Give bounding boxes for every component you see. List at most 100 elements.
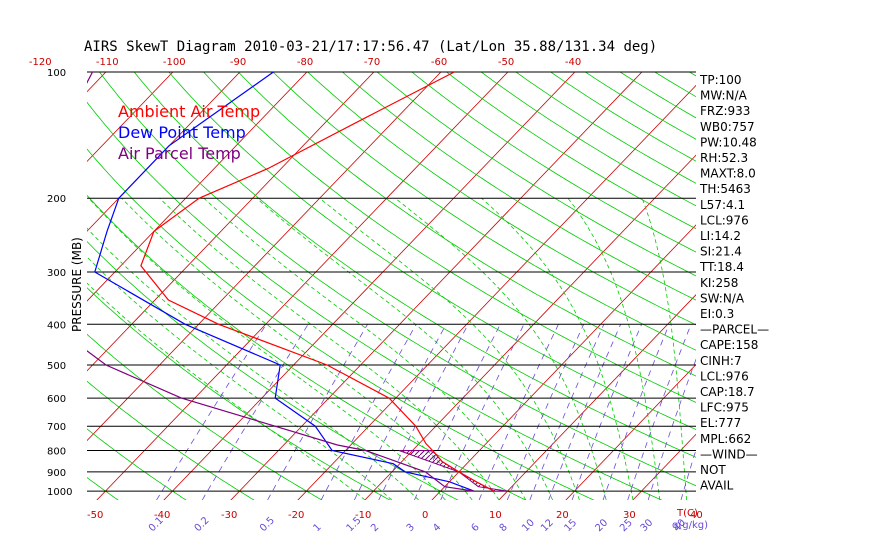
bottom-temperature-tick: 0 — [422, 510, 428, 521]
moist-adiabat-line — [481, 197, 634, 500]
dry-adiabat-line — [87, 477, 119, 500]
air-parcel-temp-line — [87, 72, 475, 492]
dry-adiabat-line — [168, 72, 696, 431]
dry-adiabat-line — [0, 63, 52, 502]
dry-adiabat-line — [341, 72, 696, 301]
isotherm-line — [498, 294, 696, 500]
mixing-ratio-line — [440, 324, 525, 500]
moist-adiabat-line — [159, 197, 500, 500]
moist-adiabat-line — [567, 197, 661, 500]
dry-adiabat-line — [376, 72, 696, 277]
moist-adiabat-line — [87, 227, 419, 500]
isotherm-line — [565, 363, 696, 500]
index-entry: L57:4.1 — [700, 198, 745, 212]
index-entry: CAPE:158 — [700, 338, 758, 352]
isotherm-line — [87, 72, 241, 232]
top-temperature-tick: -90 — [230, 57, 246, 68]
bottom-temperature-tick: 10 — [489, 510, 502, 521]
index-entry: LI:14.2 — [700, 229, 741, 243]
dry-adiabat-line — [237, 72, 696, 377]
bottom-temperature-tick: -50 — [87, 510, 103, 521]
pressure-tick-label: 200 — [47, 194, 66, 205]
mixing-ratio-line — [602, 324, 670, 500]
mixing-ratio-tick: 2 — [369, 522, 381, 534]
moist-adiabat-line — [121, 197, 473, 500]
mixing-ratio-tick: 6 — [469, 522, 481, 534]
isotherm-line — [96, 72, 509, 500]
dry-adiabat-line — [515, 72, 696, 184]
mixing-ratio-tick: 0.5 — [258, 515, 277, 534]
bottom-temperature-tick: -40 — [154, 510, 170, 521]
index-entry: LCL:976 — [700, 213, 749, 227]
mixing-ratio-tick: 10 — [520, 517, 537, 534]
chart-title: AIRS SkewT Diagram 2010-03-21/17:17:56.4… — [84, 39, 657, 55]
top-temperature-tick: -80 — [297, 57, 313, 68]
moist-adiabat-line — [87, 282, 366, 500]
pressure-tick-label: 700 — [47, 422, 66, 433]
index-entry: —WIND— — [700, 447, 758, 461]
legend-dew-point-temp: Dew Point Temp — [118, 123, 246, 142]
index-entry: MPL:662 — [700, 432, 751, 446]
cape-hatch-area — [398, 450, 508, 492]
dry-adiabat-line — [411, 72, 696, 253]
mixing-ratio-tick: 1 — [311, 522, 323, 534]
index-entry: RH:52.3 — [700, 151, 748, 165]
pressure-labels: 100 200 300 400 500 600 700 800 900 1000 — [47, 68, 72, 498]
mixing-ratio-line — [378, 324, 469, 500]
pressure-tick-label: 300 — [47, 268, 66, 279]
dry-adiabat-line — [203, 72, 696, 403]
isotherm-line — [832, 63, 870, 502]
mixing-ratio-line — [506, 324, 585, 500]
mixing-ratio-line — [478, 324, 559, 500]
bottom-temperature-tick: -10 — [355, 510, 371, 521]
dry-adiabat-line — [480, 72, 696, 207]
pressure-tick-label: 100 — [47, 68, 66, 79]
top-temperature-labels: -120 -110 -100 -90 -80 -70 -60 -50 -40 — [29, 57, 581, 68]
index-entry: MW:N/A — [700, 89, 748, 103]
legend-air-parcel-temp: Air Parcel Temp — [118, 144, 241, 163]
isotherm-line — [163, 72, 576, 500]
legend: Ambient Air Temp Dew Point Temp Air Parc… — [118, 102, 260, 163]
isotherm-line — [0, 63, 48, 502]
mixing-ratio-line — [647, 358, 696, 500]
mixing-ratio-line — [414, 324, 501, 500]
y-axis-label: PRESSURE (MB) — [70, 237, 84, 332]
mixing-ratio-tick: 3 — [405, 522, 417, 534]
dry-adiabat-line — [272, 72, 696, 351]
ambient-air-temp-line — [140, 72, 495, 492]
pressure-tick-label: 400 — [47, 320, 66, 331]
index-entry: CAP:18.7 — [700, 385, 755, 399]
pressure-tick-label: 600 — [47, 394, 66, 405]
isotherm-line — [765, 63, 870, 502]
mixing-ratio-line — [267, 324, 368, 500]
index-entry: EI:0.3 — [700, 307, 734, 321]
pressure-tick-label: 1000 — [47, 487, 72, 498]
bottom-temperature-labels: -50 -40 -30 -20 -10 0 10 20 30 40 — [87, 510, 703, 521]
index-entry: KI:258 — [700, 276, 738, 290]
mixing-ratio-tick: 20 — [593, 517, 610, 534]
index-entry: FRZ:933 — [700, 104, 750, 118]
top-temperature-tick: -110 — [96, 57, 119, 68]
pressure-tick-label: 800 — [47, 447, 66, 458]
bottom-temperature-tick: -30 — [221, 510, 237, 521]
isotherm-line — [87, 72, 107, 93]
mixing-ratio-line — [548, 324, 621, 500]
index-entry: AVAIL — [700, 479, 734, 493]
top-temperature-tick: -100 — [163, 57, 186, 68]
dew-point-temp-line — [94, 72, 475, 492]
dry-adiabat-line — [445, 72, 696, 230]
pressure-tick-label: 900 — [47, 468, 66, 479]
mixing-ratio-line — [627, 324, 692, 500]
index-entry: MAXT:8.0 — [700, 167, 756, 181]
mixing-unit-label: q(g/kg) — [672, 520, 708, 531]
dry-adiabat-line — [654, 72, 696, 98]
index-entry: TP:100 — [699, 73, 742, 87]
mixing-ratio-tick: 30 — [639, 517, 656, 534]
index-entry: TT:18.4 — [699, 260, 744, 274]
mixing-ratio-tick: 0.2 — [193, 515, 212, 534]
pressure-tick-label: 500 — [47, 361, 66, 372]
bottom-temperature-tick: -20 — [288, 510, 304, 521]
profiles — [87, 72, 495, 492]
